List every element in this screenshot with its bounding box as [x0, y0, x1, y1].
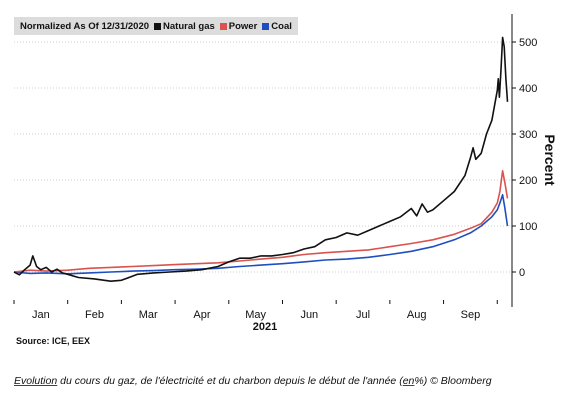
y-tick-label-400: 400: [519, 83, 537, 95]
y-axis-label: Percent: [542, 134, 558, 186]
series-line-power: [13, 170, 509, 273]
x-tick-label-sep: Sep: [461, 309, 481, 321]
x-tick-label-jul: Jul: [356, 309, 370, 321]
source-note: Source: ICE, EEX: [16, 336, 91, 346]
y-tick-label-100: 100: [519, 221, 537, 233]
caption-part-4: %) © Bloomberg: [414, 375, 492, 387]
caption-part-3: en: [402, 375, 415, 387]
y-tick-label-0: 0: [519, 267, 525, 279]
series-line-coal: [13, 193, 509, 275]
legend-swatch-coal: [262, 22, 270, 30]
x-tick-label-mar: Mar: [139, 309, 158, 321]
axes: [13, 14, 516, 307]
series-layer: [13, 36, 509, 282]
legend-swatch-natural-gas: [154, 22, 162, 30]
line-chart: 0 100 200 300 400 500 Jan Feb Mar Apr May Jun Jul Aug…: [13, 14, 558, 333]
chart-panel: 0 100 200 300 400 500 Jan Feb Mar Apr May Jun Jul Aug…: [13, 14, 558, 346]
caption-part-2: du cours du gaz, de l'électricité et du …: [57, 375, 403, 387]
x-tick-label-may: May: [245, 309, 266, 321]
x-tick-label-aug: Aug: [407, 309, 427, 321]
legend: Normalized As Of 12/31/2020 Natural gas …: [14, 17, 298, 35]
legend-label-power: Power: [228, 20, 258, 32]
x-tick-label-jun: Jun: [300, 309, 318, 321]
legend-label-natural-gas: Natural gas: [163, 20, 215, 32]
x-axis-year-label: 2021: [253, 321, 277, 333]
y-tick-label-500: 500: [519, 37, 537, 49]
series-line-natural-gas: [13, 36, 509, 282]
x-tick-label-jan: Jan: [32, 309, 50, 321]
x-tick-label-apr: Apr: [193, 309, 210, 321]
y-tick-label-200: 200: [519, 175, 537, 187]
tick-labels: 0 100 200 300 400 500 Jan Feb Mar Apr May Jun Jul Aug…: [32, 37, 537, 321]
x-tick-label-feb: Feb: [85, 309, 104, 321]
gridlines: [14, 41, 512, 273]
figure-caption: Evolution du cours du gaz, de l'électric…: [14, 375, 492, 387]
y-tick-label-300: 300: [519, 129, 537, 141]
caption-part-1: Evolution: [14, 375, 58, 387]
legend-swatch-power: [219, 22, 227, 30]
legend-prefix: Normalized As Of 12/31/2020: [20, 20, 150, 32]
legend-label-coal: Coal: [271, 20, 292, 32]
